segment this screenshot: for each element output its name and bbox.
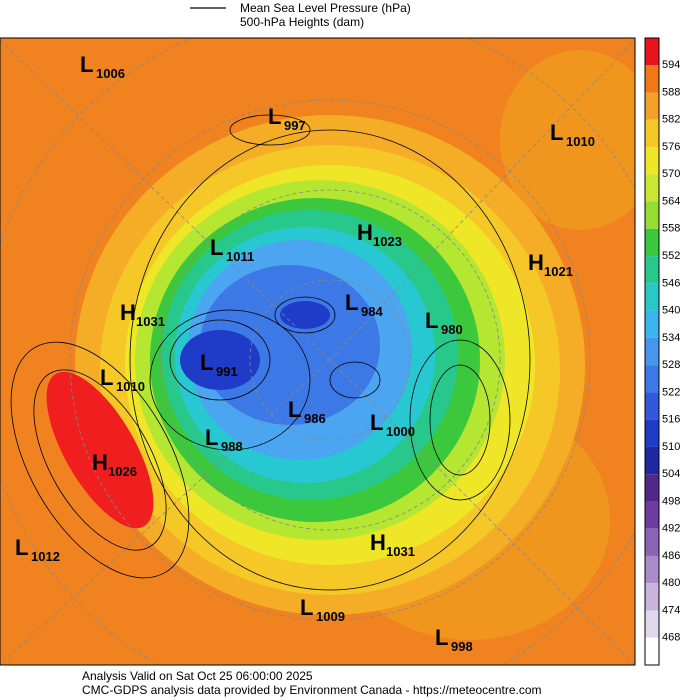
colorbar-label: 540	[662, 305, 680, 317]
colorbar-bin	[645, 119, 659, 148]
colorbar-bin	[645, 310, 659, 338]
colorbar-label: 510	[662, 441, 680, 453]
colorbar-bin	[645, 528, 659, 556]
center-value: 998	[451, 639, 473, 654]
footer-credit: CMC-GDPS analysis data provided by Envir…	[82, 683, 542, 697]
colorbar-bin	[645, 256, 659, 284]
center-kind: L	[345, 290, 358, 315]
center-kind: L	[15, 535, 28, 560]
center-kind: L	[268, 104, 281, 129]
colorbar-bin	[645, 228, 659, 257]
colorbar-bin	[645, 201, 659, 229]
colorbar-bin	[645, 92, 659, 120]
center-kind: L	[205, 425, 218, 450]
colorbar-bin	[645, 365, 659, 393]
center-value: 1021	[544, 264, 573, 279]
colorbar-label: 468	[662, 632, 680, 644]
colorbar-bin	[645, 446, 659, 475]
center-value: 991	[216, 364, 238, 379]
colorbar-label: 486	[662, 550, 680, 562]
center-value: 984	[361, 304, 383, 319]
colorbar-label: 492	[662, 523, 680, 535]
colorbar-label: 576	[662, 141, 680, 153]
colorbar-bin	[645, 174, 659, 202]
center-kind: H	[528, 250, 544, 275]
colorbar-bin	[645, 583, 659, 611]
colorbar-bin	[645, 419, 659, 447]
center-value: 1031	[136, 314, 165, 329]
center-value: 1010	[566, 134, 595, 149]
colorbar-bin	[645, 337, 659, 366]
colorbar-label: 474	[662, 604, 680, 616]
legend-fill-label: 500-hPa Heights (dam)	[240, 15, 364, 29]
center-kind: L	[200, 350, 213, 375]
center-kind: L	[80, 52, 93, 77]
center-kind: L	[300, 595, 313, 620]
colorbar-label: 504	[662, 468, 680, 480]
colorbar-label: 552	[662, 250, 680, 262]
colorbar-bin	[645, 610, 659, 638]
center-kind: L	[100, 365, 113, 390]
center-value: 1009	[316, 609, 345, 624]
colorbar-label: 528	[662, 359, 680, 371]
colorbar-frame	[644, 37, 660, 666]
colorbar-label: 582	[662, 114, 680, 126]
center-value: 1031	[386, 544, 415, 559]
center-kind: H	[92, 450, 108, 475]
center-kind: L	[370, 410, 383, 435]
legend-line-label: Mean Sea Level Pressure (hPa)	[240, 1, 411, 15]
center-kind: H	[120, 300, 136, 325]
colorbar-label: 480	[662, 577, 680, 589]
colorbar-label: 558	[662, 223, 680, 235]
colorbar-bin	[645, 637, 659, 665]
center-value: 997	[284, 118, 306, 133]
colorbar-bin	[645, 283, 659, 311]
center-value: 1010	[116, 379, 145, 394]
colorbar-label: 588	[662, 86, 680, 98]
colorbar-label: 594	[662, 59, 680, 71]
colorbar-label: 564	[662, 195, 680, 207]
center-value: 1006	[96, 66, 125, 81]
center-value: 1023	[373, 234, 402, 249]
center-value: 1026	[108, 464, 137, 479]
center-value: 1000	[386, 424, 415, 439]
colorbar-bin	[645, 392, 659, 420]
center-kind: L	[288, 397, 301, 422]
center-kind: L	[210, 235, 223, 260]
center-kind: H	[370, 530, 386, 555]
colorbar-bin	[645, 147, 659, 175]
map-fields	[0, 38, 635, 665]
center-kind: L	[435, 625, 448, 650]
colorbar-label: 570	[662, 168, 680, 180]
colorbar-label: 498	[662, 495, 680, 507]
footer-valid: Analysis Valid on Sat Oct 25 06:00:00 20…	[82, 669, 313, 683]
center-value: 1012	[31, 549, 60, 564]
map-frame	[0, 37, 636, 666]
colorbar-label: 522	[662, 386, 680, 398]
center-kind: H	[357, 220, 373, 245]
center-kind: L	[550, 120, 563, 145]
center-kind: L	[425, 308, 438, 333]
colorbar-bin	[645, 38, 659, 66]
center-value: 980	[441, 322, 463, 337]
colorbar-bin	[645, 501, 659, 529]
colorbar-bin	[645, 65, 659, 93]
colorbar-label: 534	[662, 332, 680, 344]
center-value: 1011	[226, 249, 254, 264]
colorbar-bin	[645, 474, 659, 502]
center-value: 988	[221, 439, 243, 454]
center-value: 986	[304, 411, 326, 426]
colorbar-bin	[645, 555, 659, 584]
colorbar-label: 546	[662, 277, 680, 289]
colorbar-label: 516	[662, 414, 680, 426]
